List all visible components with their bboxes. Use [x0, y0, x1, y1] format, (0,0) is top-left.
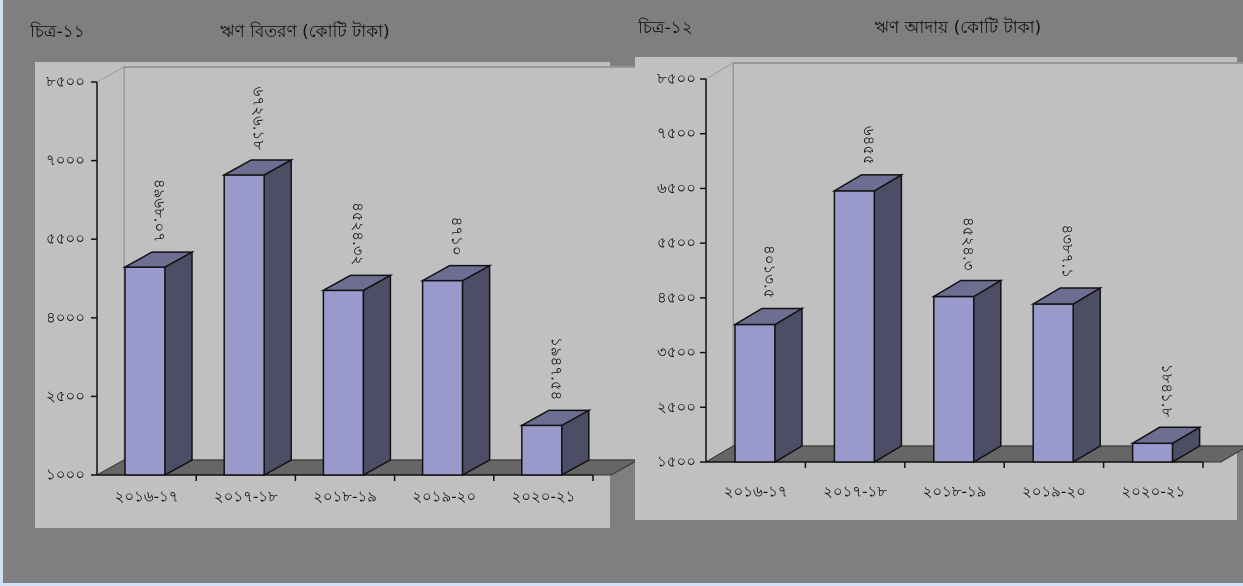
y-tick-label: ৭০০০: [46, 151, 85, 169]
side-wall: [705, 62, 734, 463]
y-tick-label: ৬৫০০: [657, 179, 696, 197]
bar-top: [122, 251, 195, 268]
bar-side: [362, 274, 392, 477]
bar-side: [461, 264, 491, 477]
x-tick-label: ২০২০-২১: [1121, 483, 1185, 501]
value-label: ৬৪৫৫: [860, 126, 878, 165]
value-label: ৪৫২৪.৩২: [349, 202, 367, 265]
x-tick-label: ২০১৮-১৯: [313, 488, 377, 506]
value-label: ৪৭১০: [448, 217, 466, 256]
bar-front: [124, 266, 166, 476]
y-tick-label: ২৫০০: [46, 387, 85, 405]
bar-top: [1129, 426, 1203, 445]
y-tick-label: ২৫০০: [657, 398, 696, 416]
bar-top: [931, 279, 1004, 298]
y-tick-label: ৪০০০: [46, 308, 85, 326]
bar-side: [263, 158, 292, 477]
bar-side: [1072, 286, 1101, 464]
bar-side: [873, 173, 903, 464]
x-tick-label: ২০১৮-১৯: [923, 483, 987, 501]
bar-front: [933, 295, 975, 463]
bar-top: [518, 409, 592, 427]
chart-title: ঋণ আদায় (কোটি টাকা): [875, 17, 1041, 38]
bar-front: [1032, 303, 1074, 463]
y-tick-label: ১০০০: [46, 466, 85, 484]
y-tick-label: ৪৫০০: [657, 288, 696, 306]
bar-top: [1030, 287, 1103, 305]
x-tick-label: ২০২০-২১: [511, 488, 575, 506]
bar-top: [419, 264, 493, 282]
x-tick-label: ২০১৭-১৮: [214, 488, 278, 506]
bar-front: [421, 279, 464, 476]
y-tick-label: ৮৫০০: [46, 73, 85, 91]
value-label: ১৮৪১.৮: [1158, 364, 1176, 418]
bar-front: [833, 190, 876, 463]
y-tick-label: ৩৫০০: [657, 343, 696, 361]
bar-front: [223, 174, 265, 476]
y-tick-label: ৭৫০০: [657, 124, 696, 142]
figure-label: চিত্র-১২: [637, 17, 693, 38]
bar-front: [734, 323, 776, 463]
bottom-edge: [0, 583, 1243, 586]
bar-top: [221, 159, 295, 176]
value-label: ৪৯৬৮.০৭: [151, 179, 169, 242]
bar-top: [831, 174, 905, 192]
bar-front: [322, 289, 365, 476]
x-tick-label: ২০১৬-১৭: [724, 483, 788, 501]
bar-side: [973, 279, 1002, 464]
x-tick-label: ২০১৯-২০: [412, 488, 476, 506]
bar-side: [164, 250, 193, 477]
figure-label: চিত্র-১১: [29, 21, 85, 42]
side-wall: [96, 66, 125, 476]
x-tick-label: ২০১৯-২০: [1022, 483, 1086, 501]
y-tick-label: ৫৫০০: [657, 234, 696, 252]
x-tick-label: ২০১৬-১৭: [115, 488, 179, 506]
value-label: ৪৩৮৭.১: [1059, 225, 1077, 278]
bar-front: [1131, 442, 1174, 463]
chart-title: ঋণ বিতরণ (কোটি টাকা): [220, 21, 389, 42]
y-tick-label: ১৫০০: [657, 453, 696, 471]
y-tick-label: ৫৫০০: [46, 230, 85, 248]
value-label: ৬৭২৬.১৮: [250, 87, 268, 151]
value-label: ১৯৪৭.৫৪: [547, 337, 565, 400]
value-label: ৪০১৩.৫: [761, 245, 779, 298]
value-label: ৪৫২৪.৩: [959, 217, 977, 271]
bar-top: [320, 274, 394, 292]
bar-top: [732, 307, 805, 326]
x-tick-label: ২০১৭-১৮: [823, 483, 887, 501]
bar-front: [521, 424, 563, 476]
left-edge: [0, 0, 3, 586]
bar-side: [774, 307, 803, 464]
y-tick-label: ৮৫০০: [657, 70, 696, 88]
